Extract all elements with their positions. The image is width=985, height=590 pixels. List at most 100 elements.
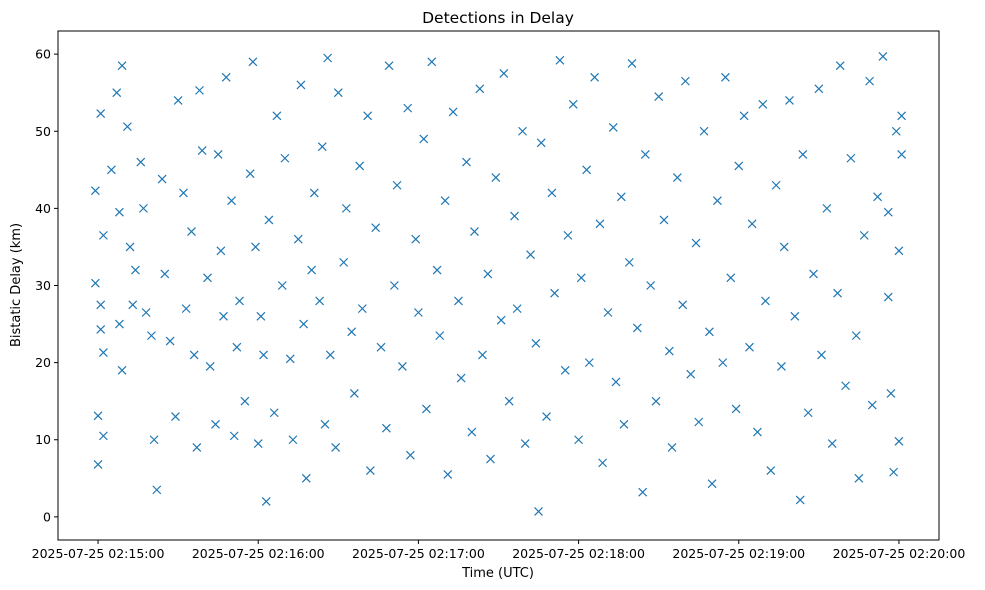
data-point xyxy=(611,377,621,387)
data-point xyxy=(785,95,794,105)
data-point xyxy=(213,149,223,159)
data-point xyxy=(726,273,736,283)
data-point xyxy=(435,331,445,341)
data-point xyxy=(624,257,634,267)
data-point xyxy=(363,111,373,121)
data-point xyxy=(651,396,661,406)
data-point xyxy=(897,111,907,121)
data-point xyxy=(251,242,260,252)
data-point xyxy=(147,331,156,341)
data-point xyxy=(694,417,704,427)
x-tick-label: 2025-07-25 02:18:00 xyxy=(512,546,645,561)
data-point xyxy=(542,412,551,422)
data-point xyxy=(686,369,696,379)
data-point xyxy=(462,157,471,167)
data-point xyxy=(333,88,343,98)
data-point xyxy=(475,84,485,94)
data-point xyxy=(112,88,122,98)
data-point xyxy=(179,188,188,198)
y-tick-label: 60 xyxy=(35,47,51,62)
data-point xyxy=(886,389,896,398)
data-point xyxy=(371,223,381,233)
data-point xyxy=(891,126,901,136)
data-point xyxy=(766,466,776,476)
data-point xyxy=(859,230,869,240)
data-point xyxy=(854,473,864,483)
x-tick-label: 2025-07-25 02:20:00 xyxy=(833,546,966,561)
data-point xyxy=(758,99,768,109)
x-tick-label: 2025-07-25 02:19:00 xyxy=(672,546,805,561)
data-point xyxy=(563,230,573,240)
data-point xyxy=(323,53,333,63)
data-point xyxy=(483,269,493,279)
y-tick-label: 30 xyxy=(35,278,51,293)
data-point xyxy=(90,278,100,288)
data-point xyxy=(632,323,642,333)
data-point xyxy=(219,311,228,321)
data-point xyxy=(443,470,453,479)
data-point xyxy=(106,165,116,175)
data-point xyxy=(798,149,808,159)
data-point xyxy=(595,219,605,229)
data-point xyxy=(90,186,100,196)
x-tick-label: 2025-07-25 02:16:00 xyxy=(192,546,325,561)
data-point xyxy=(299,319,309,329)
data-point xyxy=(803,408,813,418)
data-point xyxy=(165,336,175,346)
data-point xyxy=(432,265,442,275)
data-point xyxy=(320,419,330,429)
x-axis: 2025-07-25 02:15:00 2025-07-25 02:16:00 20… xyxy=(32,540,966,561)
x-tick-label: 2025-07-25 02:17:00 xyxy=(352,546,485,561)
data-point xyxy=(189,350,199,360)
data-point xyxy=(833,288,842,298)
data-point xyxy=(114,207,124,217)
data-point xyxy=(136,157,146,167)
data-point xyxy=(98,230,108,240)
y-tick-label: 0 xyxy=(43,509,51,524)
data-point xyxy=(117,61,127,71)
data-point xyxy=(603,308,613,317)
data-point xyxy=(245,169,255,179)
data-point xyxy=(93,411,103,421)
data-point xyxy=(574,435,584,445)
data-point xyxy=(253,439,263,449)
data-point xyxy=(259,350,268,360)
data-point xyxy=(486,454,495,464)
data-point xyxy=(160,269,170,279)
data-point xyxy=(325,350,335,360)
data-point xyxy=(568,99,578,109)
data-point xyxy=(211,419,220,429)
data-point xyxy=(173,95,183,105)
data-point xyxy=(397,362,407,371)
data-point xyxy=(664,346,674,356)
data-point xyxy=(867,400,877,410)
data-point xyxy=(411,234,421,244)
data-point xyxy=(130,265,140,275)
data-point xyxy=(846,153,856,163)
data-point xyxy=(96,109,106,118)
data-point xyxy=(98,431,108,441)
data-point xyxy=(392,180,402,190)
data-point xyxy=(654,92,664,101)
data-point xyxy=(117,365,127,375)
data-point xyxy=(659,215,669,225)
data-point xyxy=(667,443,677,452)
data-point xyxy=(536,138,546,148)
data-point xyxy=(704,327,714,337)
data-point xyxy=(427,57,437,67)
data-point xyxy=(317,142,327,152)
data-point xyxy=(232,342,242,352)
data-point xyxy=(448,107,458,117)
data-point xyxy=(235,296,244,306)
data-point xyxy=(205,362,215,371)
data-point xyxy=(403,103,413,113)
data-point xyxy=(216,246,226,256)
data-point xyxy=(731,404,741,414)
data-point xyxy=(96,300,106,310)
data-point xyxy=(699,126,709,136)
data-point xyxy=(272,111,282,121)
data-point xyxy=(496,315,506,325)
data-point xyxy=(809,269,818,279)
